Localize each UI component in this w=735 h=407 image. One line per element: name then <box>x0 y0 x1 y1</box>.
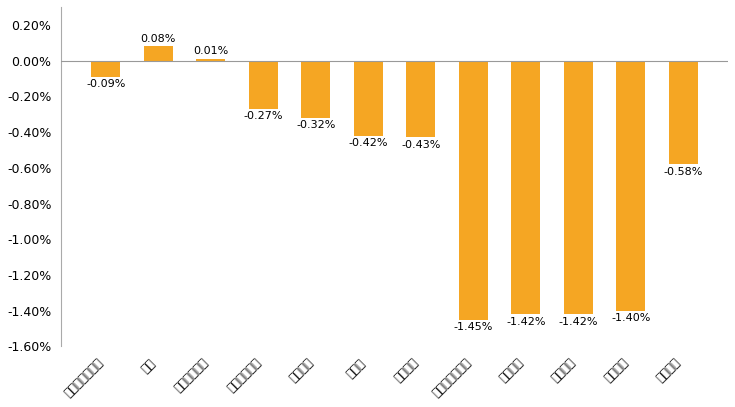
Bar <box>669 61 698 164</box>
Bar <box>354 61 383 136</box>
Text: -0.43%: -0.43% <box>401 140 440 150</box>
Bar <box>301 61 330 118</box>
Bar <box>512 61 540 314</box>
Bar <box>249 61 278 109</box>
Text: -0.27%: -0.27% <box>243 112 283 122</box>
Bar <box>196 59 226 61</box>
Bar <box>617 61 645 311</box>
Bar <box>91 61 121 77</box>
Text: -1.45%: -1.45% <box>453 322 493 333</box>
Text: -1.40%: -1.40% <box>611 313 650 324</box>
Text: 0.01%: 0.01% <box>193 46 229 56</box>
Bar <box>406 61 435 138</box>
Bar <box>564 61 592 314</box>
Text: 0.08%: 0.08% <box>140 34 176 44</box>
Bar <box>459 61 488 319</box>
Text: -0.58%: -0.58% <box>664 167 703 177</box>
Text: -0.09%: -0.09% <box>86 79 126 89</box>
Text: -0.42%: -0.42% <box>348 138 388 148</box>
Text: -1.42%: -1.42% <box>559 317 598 327</box>
Text: -1.42%: -1.42% <box>506 317 545 327</box>
Bar <box>144 46 173 61</box>
Text: -0.32%: -0.32% <box>296 120 336 130</box>
